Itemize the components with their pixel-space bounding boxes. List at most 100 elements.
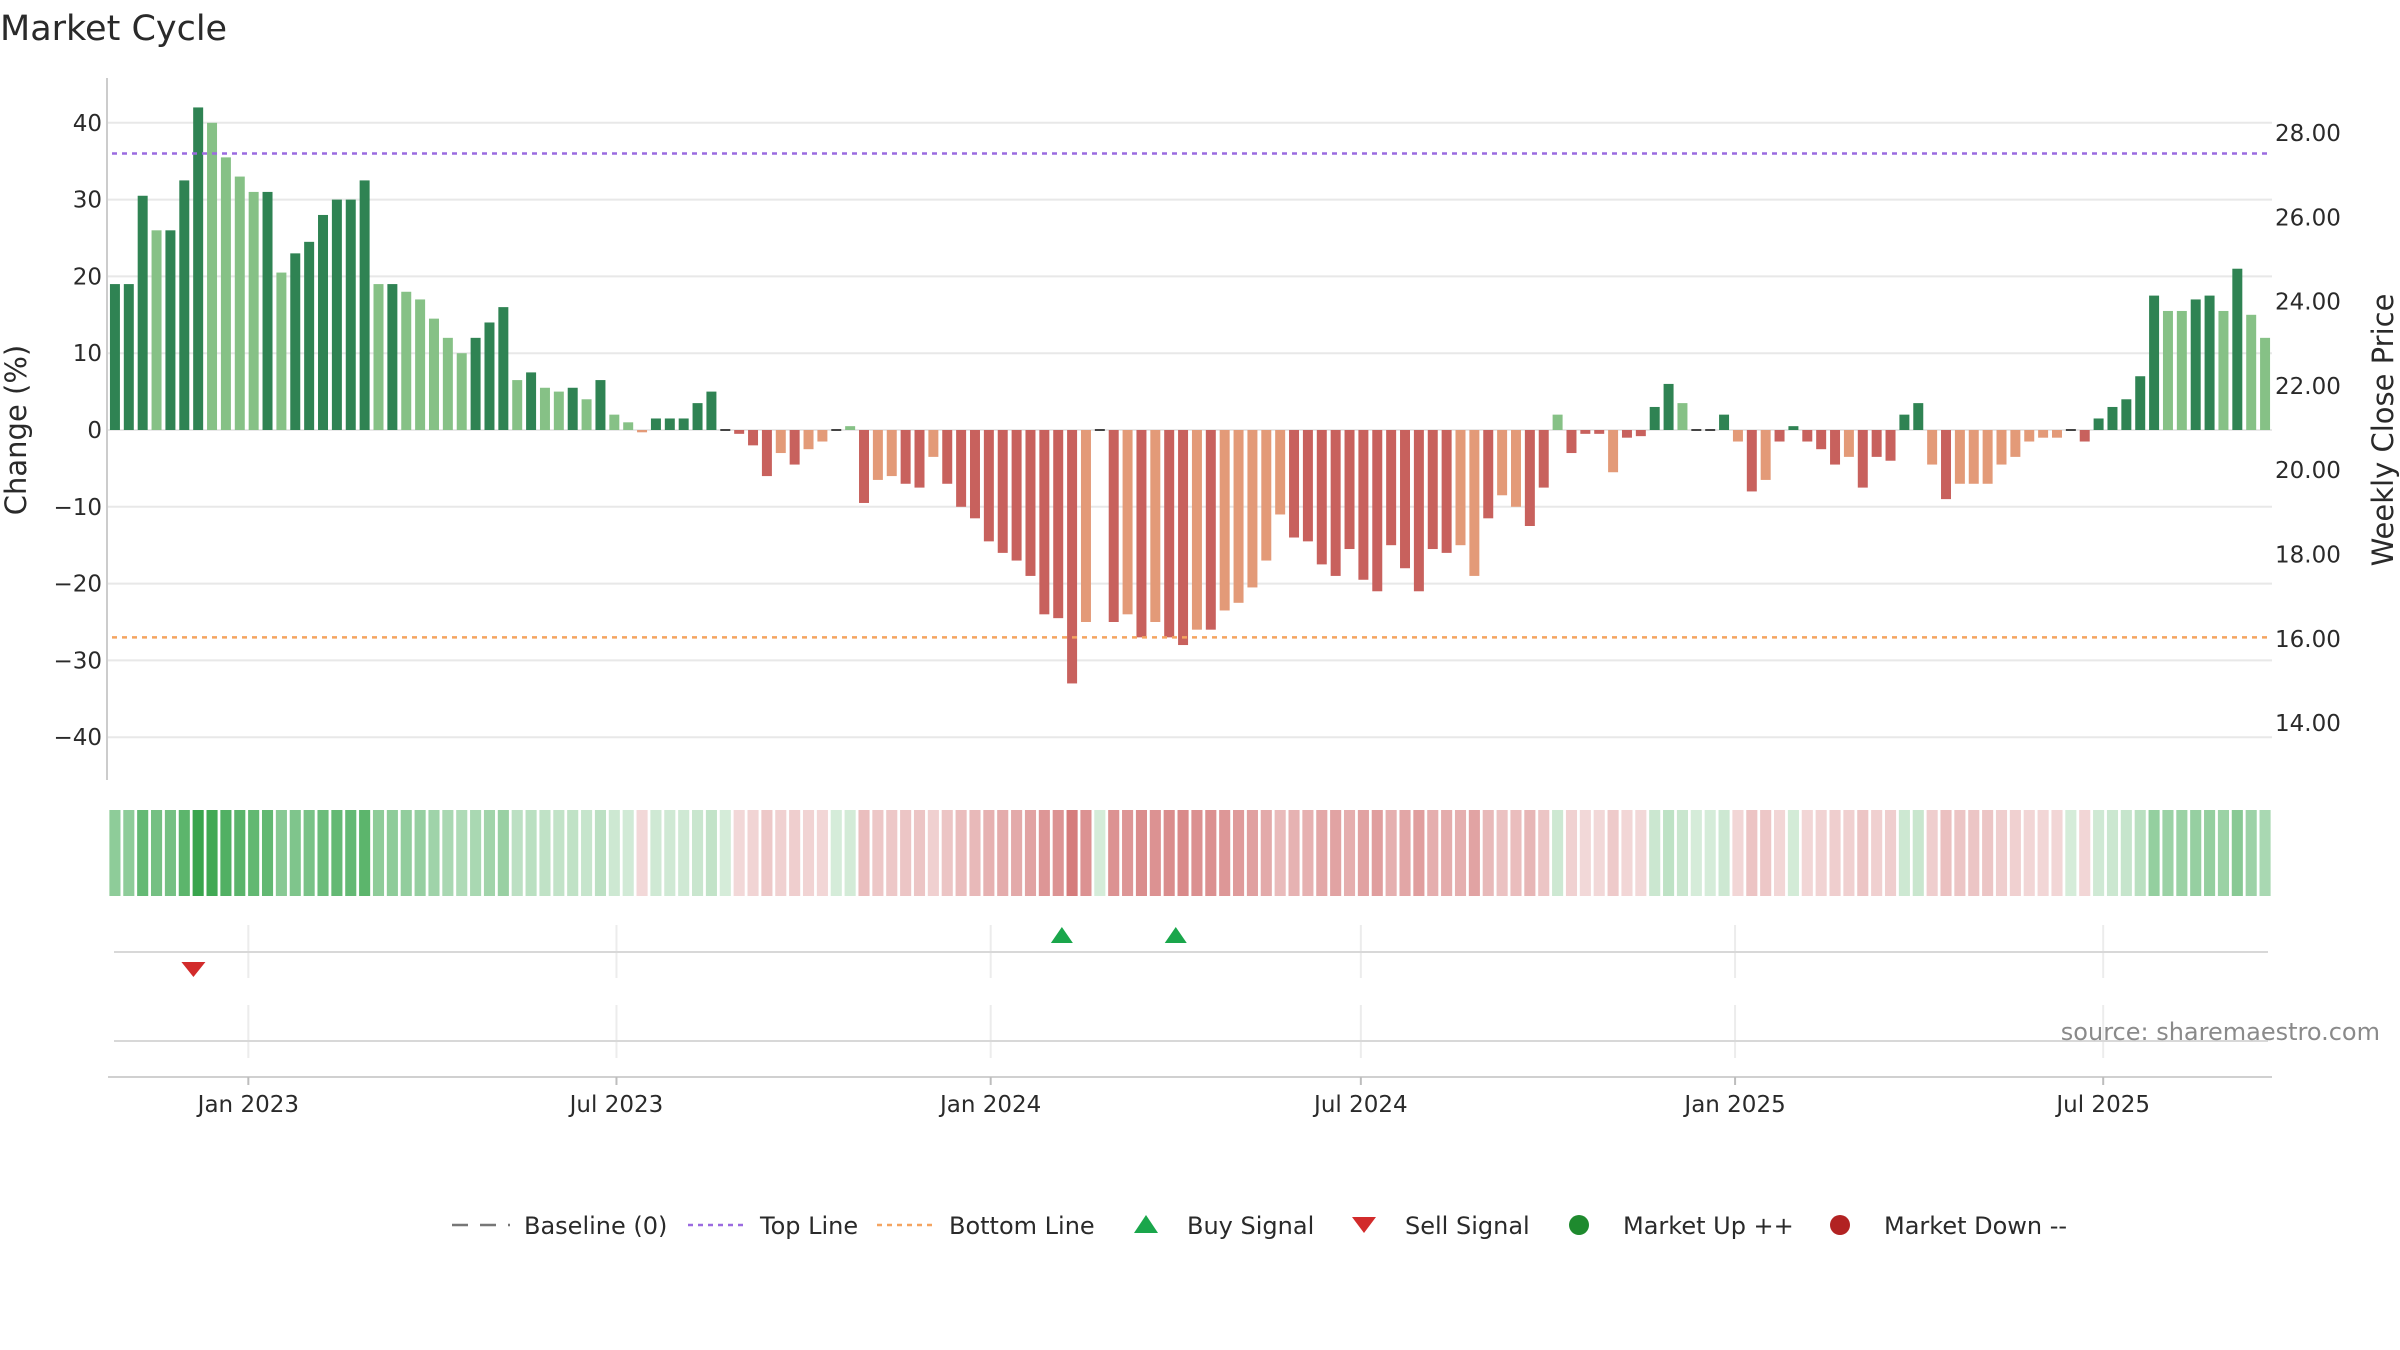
heat-cell xyxy=(719,810,731,896)
change-bar xyxy=(1538,430,1549,488)
change-bar xyxy=(997,430,1008,553)
sell-signal-legend-icon xyxy=(1352,1217,1376,1233)
heat-cell xyxy=(1774,810,1786,896)
change-bar xyxy=(1677,403,1688,430)
change-bar xyxy=(2232,268,2243,430)
heat-cell xyxy=(137,810,149,896)
change-bar xyxy=(2038,430,2049,438)
change-bar xyxy=(664,418,675,430)
heat-cell xyxy=(1829,810,1841,896)
x-tick-label: Jul 2025 xyxy=(2054,1092,2150,1118)
y2-tick-label: 24.00 xyxy=(2275,290,2341,316)
heat-cell xyxy=(372,810,385,896)
change-bar xyxy=(2135,376,2146,430)
heat-cell xyxy=(608,810,620,896)
x-tick-label: Jan 2024 xyxy=(938,1092,1041,1118)
heat-cell xyxy=(1288,810,1300,896)
change-bar xyxy=(706,391,717,430)
heat-cell xyxy=(2134,810,2146,896)
change-bar xyxy=(470,337,481,430)
change-bar xyxy=(1150,430,1161,622)
change-bar xyxy=(1455,430,1466,546)
heat-cell xyxy=(955,810,967,896)
heat-cell xyxy=(1219,810,1231,896)
change-bar xyxy=(928,430,939,457)
change-bar xyxy=(1913,403,1924,430)
x-tick-label: Jan 2023 xyxy=(196,1092,299,1118)
change-bar xyxy=(1941,430,1952,500)
change-bar xyxy=(123,284,134,430)
heat-cell xyxy=(386,810,398,896)
heat-cell xyxy=(414,810,426,896)
heat-cell xyxy=(1857,810,1869,896)
change-bar xyxy=(1108,430,1119,622)
heat-cell xyxy=(1260,810,1272,896)
heat-cell xyxy=(1454,810,1467,896)
change-bar xyxy=(1746,430,1757,492)
legend-label: Market Down -- xyxy=(1884,1212,2067,1240)
change-bar xyxy=(387,284,398,430)
change-bar xyxy=(1635,430,1646,437)
change-bar xyxy=(2190,299,2201,430)
change-bar xyxy=(1788,426,1799,430)
change-bar xyxy=(276,272,287,430)
change-bar xyxy=(1774,430,1785,442)
y-tick-label: 40 xyxy=(73,111,102,137)
heat-cell xyxy=(1968,810,1980,896)
change-bar xyxy=(373,284,384,430)
heat-cell xyxy=(2231,810,2243,896)
change-bar xyxy=(845,426,856,430)
heat-cell xyxy=(1704,810,1716,896)
change-bar xyxy=(1247,430,1258,588)
heat-cell xyxy=(1038,810,1050,896)
change-bar xyxy=(595,380,606,430)
change-bar xyxy=(1621,430,1632,438)
heat-cell xyxy=(303,810,315,896)
change-bar xyxy=(1871,430,1882,457)
heat-cell xyxy=(858,810,870,896)
heat-cell xyxy=(692,810,704,896)
change-bar xyxy=(1344,430,1355,550)
change-bar xyxy=(1732,430,1743,442)
heat-cell xyxy=(1510,810,1522,896)
heat-cell xyxy=(983,810,995,896)
heat-cell xyxy=(1330,810,1342,896)
heat-cell xyxy=(1926,810,1938,896)
change-bar xyxy=(775,430,786,454)
heat-cell xyxy=(317,810,329,896)
heat-cell xyxy=(1011,810,1023,896)
heat-cell xyxy=(664,810,676,896)
heat-cell xyxy=(1399,810,1411,896)
heat-cell xyxy=(1676,810,1688,896)
change-bar xyxy=(165,230,176,430)
change-bar xyxy=(1802,430,1813,442)
heat-cell xyxy=(650,810,662,896)
heat-cell xyxy=(1468,810,1480,896)
heat-cell xyxy=(497,810,509,896)
change-bar xyxy=(1649,406,1660,430)
heat-cell xyxy=(525,810,537,896)
heat-cell xyxy=(1635,810,1647,896)
heat-cell xyxy=(802,810,815,896)
change-bar xyxy=(1067,430,1078,684)
heat-cell xyxy=(969,810,981,896)
heat-cell xyxy=(1760,810,1772,896)
buy-signal-marker xyxy=(1164,927,1187,943)
y2-axis-title: Weekly Close Price xyxy=(2366,294,2400,567)
change-bar xyxy=(2065,429,2076,431)
heat-cell xyxy=(345,810,357,896)
change-bar xyxy=(886,430,897,477)
heat-cell xyxy=(1843,810,1855,896)
change-bar xyxy=(331,199,342,430)
heat-cell xyxy=(539,810,551,896)
change-bar xyxy=(512,380,523,430)
heat-cell xyxy=(511,810,523,896)
heat-cell xyxy=(220,810,232,896)
heat-cell xyxy=(1163,810,1175,896)
heat-cell xyxy=(2079,810,2091,896)
heat-cell xyxy=(1246,810,1258,896)
heat-cell xyxy=(733,810,745,896)
heat-cell xyxy=(2023,810,2035,896)
heat-cell xyxy=(2106,810,2119,896)
